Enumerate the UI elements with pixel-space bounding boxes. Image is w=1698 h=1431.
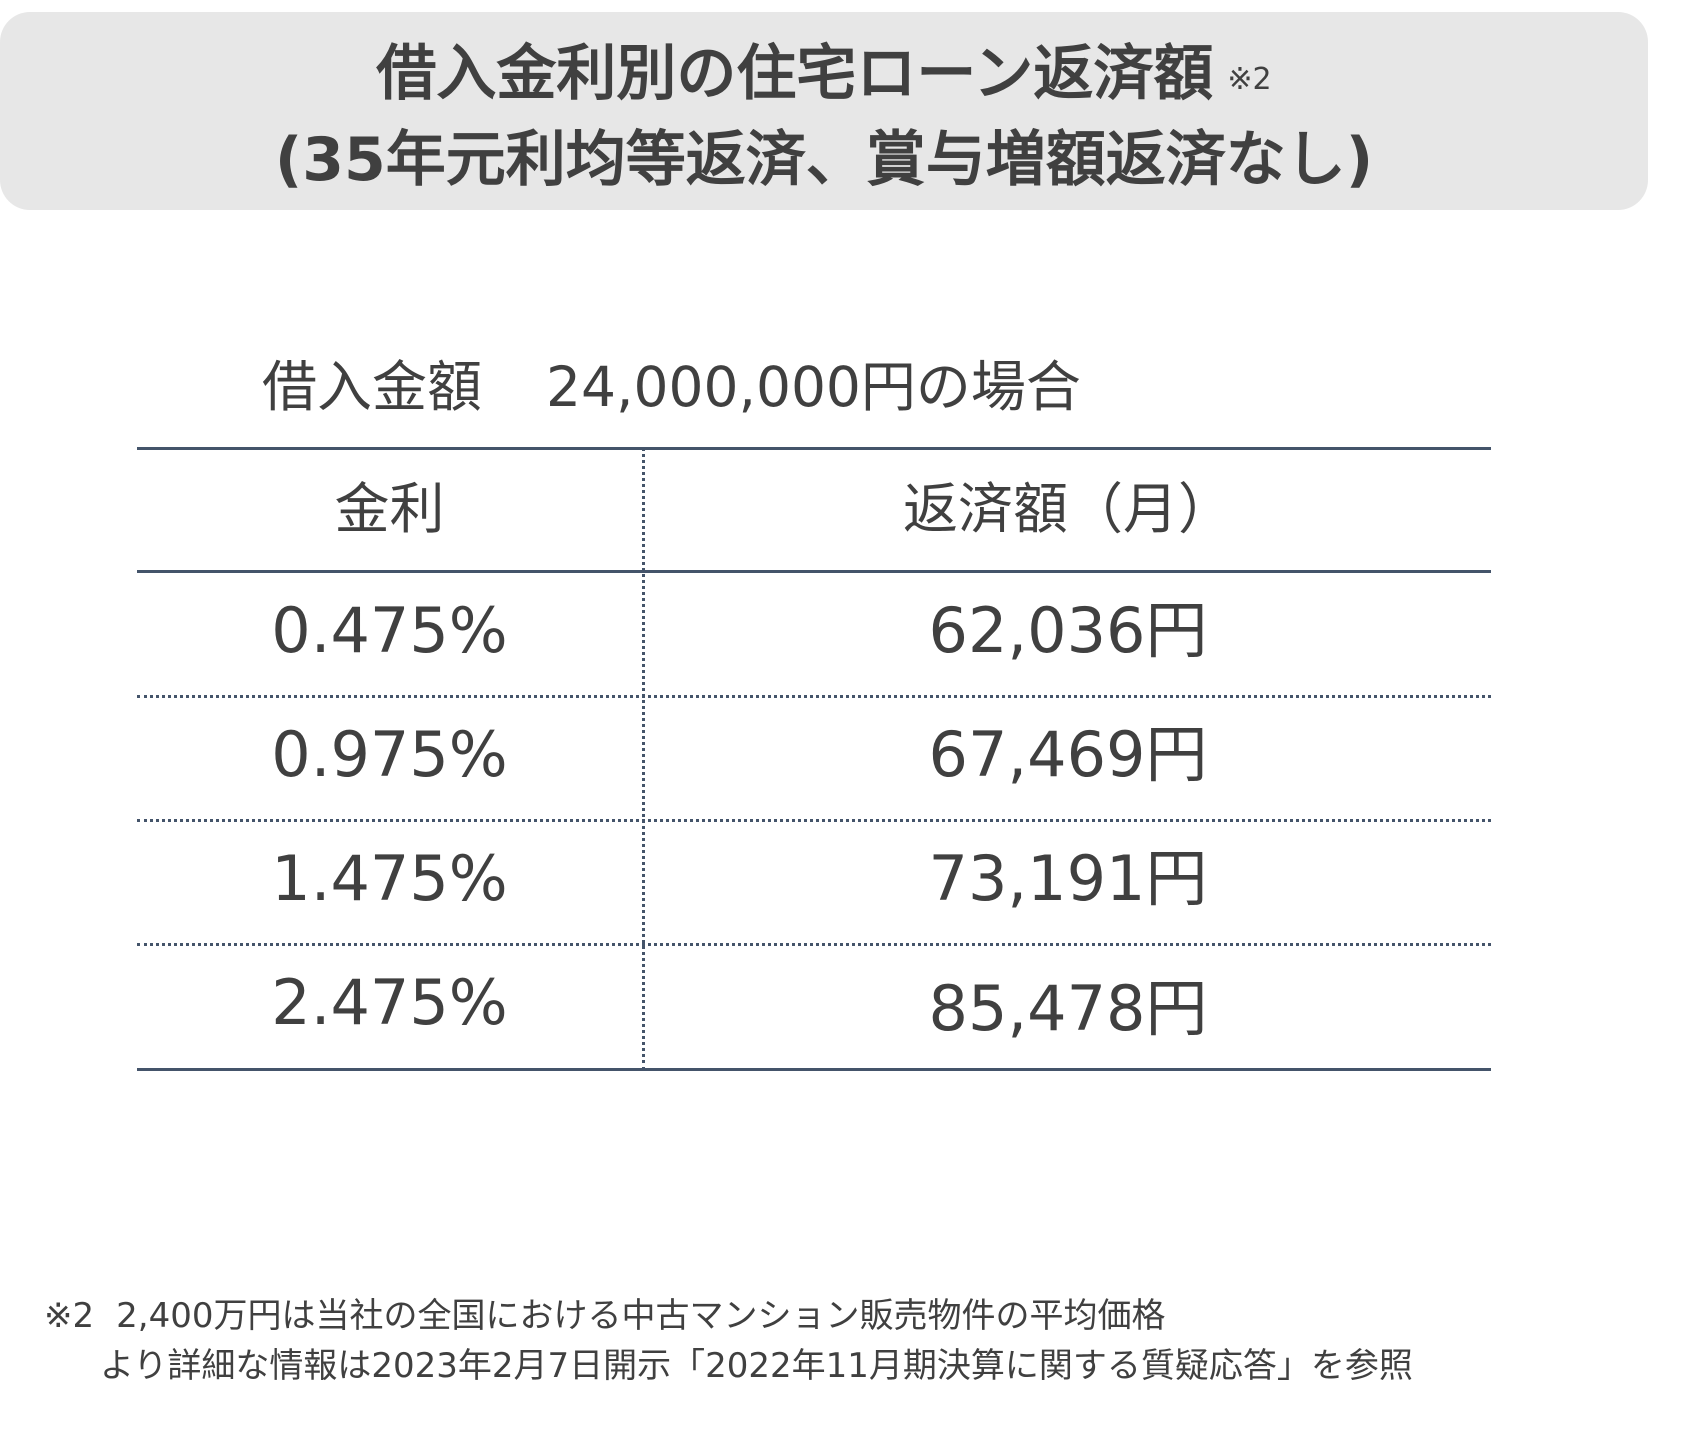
loan-amount-caption: 借入金額 24,000,000円の場合 bbox=[262, 352, 1081, 422]
row-3-rate: 1.475% bbox=[271, 842, 508, 915]
row-divider bbox=[137, 819, 1491, 822]
footnote-line-2: より詳細な情報は2023年2月7日開示「2022年11月期決算に関する質疑応答」… bbox=[100, 1346, 1413, 1386]
row-1-payment: 62,036円 bbox=[928, 594, 1208, 667]
table-bottom-rule bbox=[137, 1068, 1491, 1071]
header-payment: 返済額（月） bbox=[902, 477, 1233, 541]
row-3-payment: 73,191円 bbox=[928, 842, 1208, 915]
title-text: 借入金利別の住宅ローン返済額 bbox=[376, 39, 1214, 109]
row-1-rate: 0.475% bbox=[271, 594, 508, 667]
row-2-payment: 67,469円 bbox=[928, 718, 1208, 791]
row-2-rate: 0.975% bbox=[271, 718, 508, 791]
repayment-table: 金利 返済額（月） 0.475% 62,036円 0.975% 67,469円 … bbox=[137, 447, 1491, 1071]
row-4-payment: 85,478円 bbox=[928, 972, 1208, 1045]
footnote-text-1: 2,400万円は当社の全国における中古マンション販売物件の平均価格 bbox=[116, 1296, 1166, 1336]
title-line-2: (35年元利均等返済、賞与増額返済なし) bbox=[274, 125, 1374, 195]
footnote-mark: ※2 bbox=[44, 1296, 95, 1336]
title-note-mark: ※2 bbox=[1227, 62, 1272, 97]
row-4-rate: 2.475% bbox=[271, 966, 508, 1039]
title-banner: 借入金利別の住宅ローン返済額 ※2 (35年元利均等返済、賞与増額返済なし) bbox=[0, 12, 1648, 210]
row-divider bbox=[137, 695, 1491, 698]
caption-label: 借入金額 bbox=[262, 355, 483, 419]
column-divider bbox=[642, 447, 645, 1071]
table-top-rule bbox=[137, 447, 1491, 450]
caption-amount: 24,000,000円の場合 bbox=[546, 355, 1081, 419]
header-rate: 金利 bbox=[334, 477, 445, 541]
row-divider bbox=[137, 943, 1491, 946]
title-line-1: 借入金利別の住宅ローン返済額 ※2 bbox=[0, 34, 1648, 114]
footnote-line-1: ※2 2,400万円は当社の全国における中古マンション販売物件の平均価格 bbox=[44, 1292, 1165, 1340]
table-header-rule bbox=[137, 570, 1491, 573]
